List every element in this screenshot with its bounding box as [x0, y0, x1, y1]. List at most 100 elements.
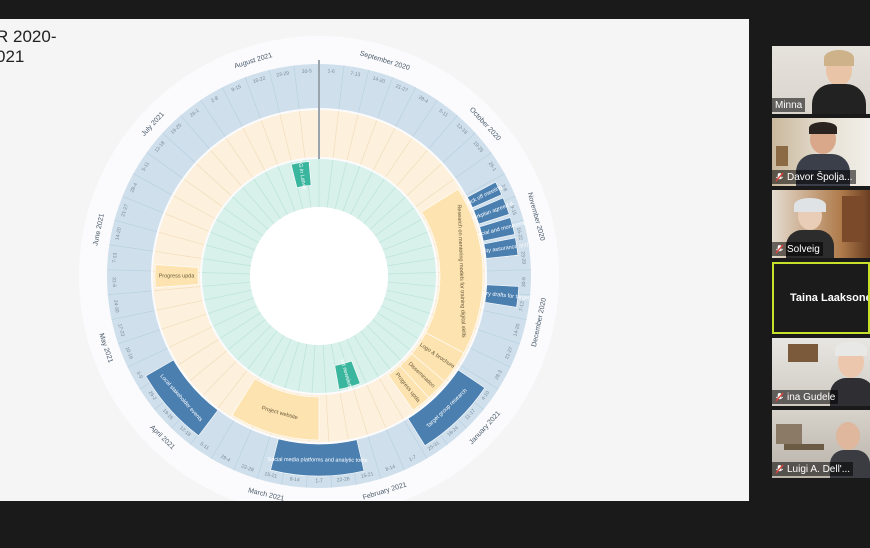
week-divider	[366, 325, 401, 361]
week-divider	[203, 258, 251, 267]
week-divider	[346, 114, 359, 161]
week-divider	[460, 365, 499, 390]
week-divider	[387, 272, 436, 275]
activity-block	[479, 217, 515, 242]
week-divider	[372, 128, 396, 171]
name-bar: Luigi A. Dell'...	[772, 462, 854, 476]
week-divider	[253, 178, 281, 219]
participant-tile[interactable]: Luigi A. Dell'...	[772, 410, 870, 478]
week-divider	[210, 149, 242, 187]
week-divider	[111, 310, 155, 321]
week-divider	[384, 297, 430, 314]
week-label: 31-6	[111, 277, 117, 287]
week-divider	[219, 312, 261, 339]
week-divider	[244, 77, 261, 119]
week-divider	[122, 195, 164, 214]
week-divider	[221, 87, 243, 127]
week-divider	[180, 115, 210, 149]
participant-tile-active-speaker[interactable]: Taina Laaksone	[772, 262, 870, 334]
week-label: 2-8	[210, 95, 219, 104]
participant-tile[interactable]: Minna	[772, 46, 870, 114]
week-divider	[293, 65, 300, 110]
week-divider	[109, 244, 153, 252]
week-divider	[357, 178, 385, 219]
week-divider	[242, 187, 275, 224]
activity-block	[145, 359, 219, 437]
participant-tile[interactable]: Solveig	[772, 190, 870, 258]
muted-mic-icon	[775, 464, 784, 474]
week-divider	[202, 281, 251, 287]
activity-block	[484, 284, 520, 308]
week-label: 26-1	[189, 108, 201, 119]
participant-name: Davor Špolja...	[787, 171, 853, 183]
week-divider	[232, 196, 269, 230]
week-divider	[428, 115, 458, 149]
week-divider	[332, 111, 340, 158]
week-divider	[227, 319, 266, 351]
participant-tile[interactable]: Davor Špolja...	[772, 118, 870, 186]
week-label: 10-16	[124, 346, 134, 360]
week-divider	[107, 269, 152, 272]
week-label: 15-21	[264, 471, 278, 480]
week-divider	[483, 310, 527, 321]
week-divider	[415, 178, 455, 207]
week-divider	[381, 305, 425, 327]
week-label: 14-20	[512, 323, 521, 337]
week-label: 23-29	[276, 70, 290, 78]
week-label: 2-8	[500, 183, 509, 192]
activity-block	[387, 365, 430, 411]
week-divider	[486, 269, 531, 272]
activity-block	[483, 237, 519, 259]
week-divider	[406, 163, 442, 196]
week-divider	[442, 132, 476, 163]
week-divider	[203, 361, 237, 396]
week-divider	[338, 65, 345, 110]
week-divider	[353, 335, 379, 377]
activity-block	[231, 378, 320, 441]
week-divider	[268, 69, 280, 113]
week-divider	[133, 173, 173, 196]
week-divider	[153, 286, 201, 292]
participant-tile[interactable]: ina Gudele	[772, 338, 870, 406]
muted-mic-icon	[775, 392, 784, 402]
timeline-wheel: 1-6 7-1314-2021-2728-45-1112-1819-2526-12…	[79, 36, 559, 501]
week-label: 7-13	[518, 301, 525, 312]
week-divider	[387, 258, 435, 267]
week-divider	[385, 244, 432, 259]
week-label: 14-20	[372, 76, 386, 86]
week-divider	[233, 429, 252, 471]
week-label: 21-27	[504, 346, 514, 360]
week-divider	[114, 219, 158, 233]
week-divider	[367, 436, 382, 479]
week-divider	[183, 178, 223, 207]
week-label: 30-6	[521, 277, 527, 287]
week-divider	[455, 152, 492, 179]
week-label: 14-20	[114, 227, 123, 241]
week-label: 17-23	[116, 323, 125, 337]
week-label: 8-14	[289, 476, 300, 483]
week-divider	[107, 290, 152, 296]
activity-block	[270, 438, 365, 477]
wheel-center	[250, 207, 388, 345]
week-divider	[206, 244, 253, 259]
week-divider	[204, 289, 252, 301]
name-bar: Minna	[772, 98, 806, 112]
week-label: 21-27	[394, 83, 408, 94]
week-divider	[196, 163, 232, 196]
activity-block	[334, 360, 361, 390]
week-divider	[353, 389, 368, 435]
name-bar: ina Gudele	[772, 390, 839, 404]
week-divider	[217, 370, 248, 409]
week-divider	[386, 429, 405, 471]
participant-name: Luigi A. Dell'...	[787, 463, 851, 475]
week-divider	[395, 87, 417, 127]
week-divider	[173, 195, 215, 219]
week-divider	[158, 231, 205, 246]
week-label: 28-4	[129, 182, 139, 194]
week-divider	[200, 99, 226, 137]
week-label: 21-27	[120, 203, 130, 217]
week-label: 3-9	[135, 371, 144, 380]
week-divider	[271, 338, 292, 384]
week-divider	[156, 300, 203, 311]
week-divider	[298, 111, 306, 158]
